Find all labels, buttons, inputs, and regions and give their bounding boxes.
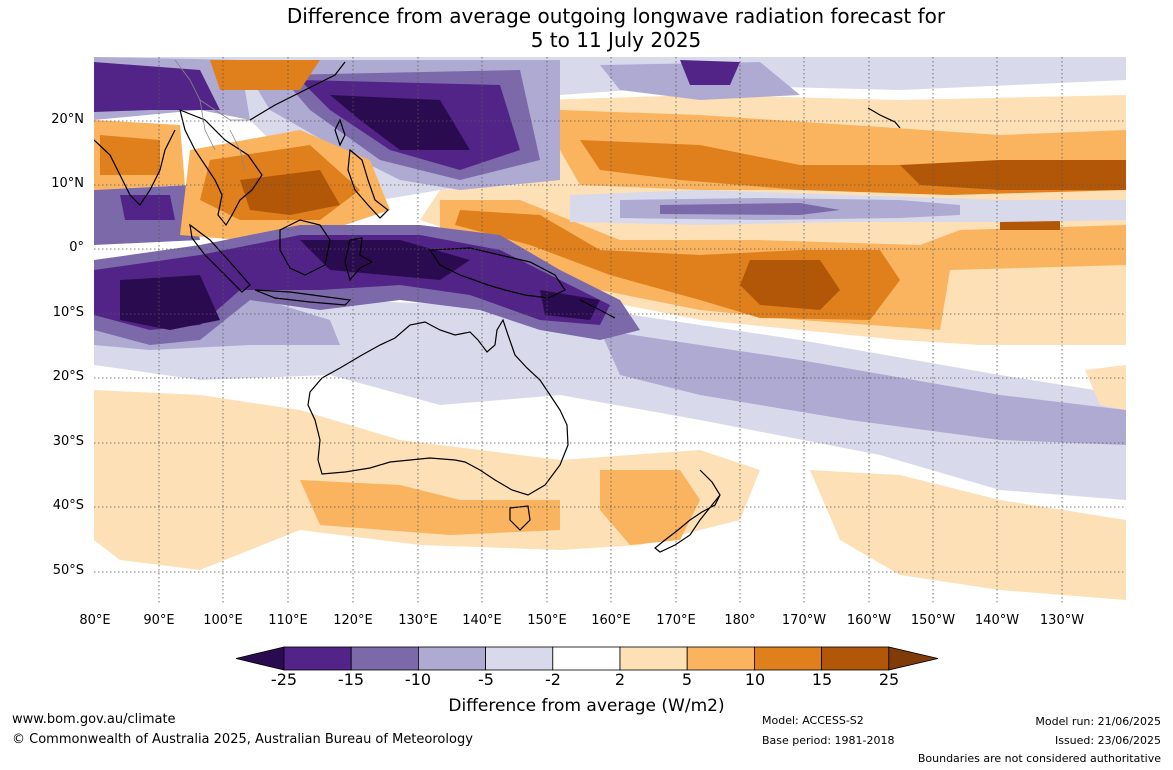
- lon-label-150w: 150°W: [910, 613, 956, 628]
- model-name: Model: ACCESS-S2: [762, 714, 864, 727]
- lon-label-90e: 90°E: [143, 613, 175, 628]
- chart-title: Difference from average outgoing longwav…: [0, 4, 1173, 52]
- new-guinea-coast: [428, 247, 566, 299]
- lon-label-170w: 170°W: [781, 613, 827, 628]
- colorbar-swatch: [417, 646, 486, 671]
- lon-label-160w: 160°W: [846, 613, 892, 628]
- colorbar-swatch: [686, 646, 755, 671]
- lon-label-130w: 130°W: [1039, 613, 1085, 628]
- colorbar-swatch: [821, 646, 890, 671]
- colorbar-tick: -15: [337, 670, 365, 689]
- colorbar-tick: -10: [404, 670, 432, 689]
- solomon-coast: [579, 299, 616, 319]
- colorbar-arrow-high: [888, 646, 939, 671]
- taiwan-coast: [334, 118, 346, 147]
- colorbar: [235, 646, 939, 671]
- lat-label-40s: 40°S: [52, 498, 84, 513]
- lon-label-80e: 80°E: [79, 613, 111, 628]
- indochina-coast: [179, 109, 263, 227]
- boundaries-disclaimer: Boundaries are not considered authoritat…: [917, 752, 1161, 765]
- colorbar-tick: 10: [744, 670, 766, 689]
- lon-label-100e: 100°E: [203, 613, 243, 628]
- sumatra-coast: [189, 223, 251, 293]
- lat-label-20s: 20°S: [52, 369, 84, 384]
- colorbar-tick: 5: [681, 670, 693, 689]
- copyright-text: © Commonwealth of Australia 2025, Austra…: [12, 732, 473, 747]
- issued-date: Issued: 23/06/2025: [1054, 734, 1161, 747]
- lon-label-130e: 130°E: [398, 613, 438, 628]
- hawaii-coast: [867, 107, 901, 129]
- philippines-coast: [347, 148, 389, 219]
- website-link[interactable]: www.bom.gov.au/climate: [12, 712, 176, 727]
- colorbar-swatch: [754, 646, 823, 671]
- country-borders: [174, 59, 250, 171]
- colorbar-swatch: [283, 646, 352, 671]
- tasmania-coast: [509, 505, 531, 531]
- lon-label-120e: 120°E: [333, 613, 373, 628]
- lon-label-140w: 140°W: [974, 613, 1020, 628]
- lat-label-10n: 10°N: [51, 176, 84, 191]
- anomaly-fields: [94, 57, 1126, 600]
- colorbar-label: Difference from average (W/m2): [448, 696, 725, 716]
- australia-coast: [307, 318, 569, 496]
- title-line-2: 5 to 11 July 2025: [530, 28, 702, 52]
- lon-label-110e: 110°E: [268, 613, 308, 628]
- new-zealand-coast: [654, 469, 721, 553]
- lat-label-20n: 20°N: [51, 112, 84, 127]
- lon-label-170e: 170°E: [656, 613, 696, 628]
- lat-label-0: 0°: [69, 240, 84, 255]
- colorbar-tick: 15: [811, 670, 833, 689]
- model-run-date: Model run: 21/06/2025: [1035, 715, 1161, 728]
- lon-label-180: 180°: [724, 613, 756, 628]
- colorbar-tick: -5: [478, 670, 494, 689]
- sulawesi-coast: [344, 237, 374, 282]
- colorbar-tick: -2: [545, 670, 561, 689]
- title-line-1: Difference from average outgoing longwav…: [286, 4, 946, 28]
- colorbar-swatch: [485, 646, 554, 671]
- colorbar-swatch: [552, 646, 621, 671]
- lon-label-140e: 140°E: [462, 613, 502, 628]
- lat-label-50s: 50°S: [52, 563, 84, 578]
- lon-label-150e: 150°E: [527, 613, 567, 628]
- colorbar-tick: 2: [614, 670, 626, 689]
- india-coast: [94, 129, 176, 206]
- colorbar-tick: -25: [270, 670, 298, 689]
- china-coast: [249, 61, 346, 121]
- colorbar-arrow-low: [235, 646, 285, 671]
- colorbar-swatch: [619, 646, 688, 671]
- lat-label-10s: 10°S: [52, 305, 84, 320]
- borneo-coast: [279, 219, 331, 276]
- colorbar-tick: 25: [878, 670, 900, 689]
- colorbar-swatch: [350, 646, 419, 671]
- java-coast: [254, 289, 352, 306]
- lat-label-30s: 30°S: [52, 434, 84, 449]
- base-period: Base period: 1981-2018: [762, 734, 895, 747]
- coastlines: [94, 61, 901, 553]
- lon-label-160e: 160°E: [591, 613, 631, 628]
- gridlines: [94, 57, 1126, 605]
